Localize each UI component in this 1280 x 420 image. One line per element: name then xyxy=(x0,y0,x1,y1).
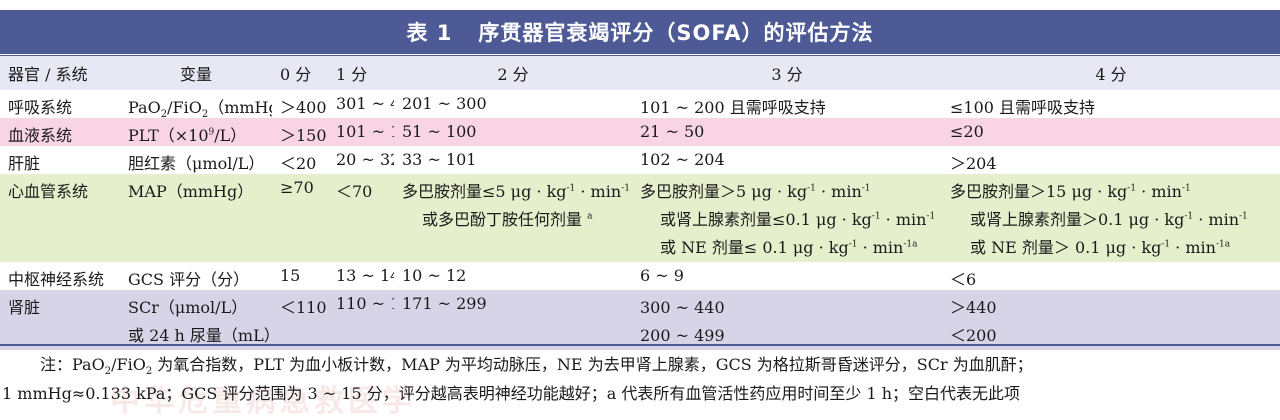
organ-cell: 呼吸系统 xyxy=(8,98,73,117)
organ-cell: 心血管系统 xyxy=(8,182,89,201)
footnote-line-1: 注：PaO2/FiO2 为氧合指数，PLT 为血小板计数，MAP 为平均动脉压，… xyxy=(40,355,1033,378)
score-0-cell: ≥70 xyxy=(280,178,314,197)
score-4-cell: 多巴胺剂量＞15 μg · kg-1 · min-1 或肾上腺素剂量＞0.1 μ… xyxy=(950,182,1248,257)
organ-cell: 血液系统 xyxy=(8,126,73,145)
header-score-0: 0 分 xyxy=(280,65,312,84)
score-2-cell: 多巴胺剂量≤5 μg · kg-1 · min-1 或多巴酚丁胺任何剂量 a xyxy=(402,182,630,229)
score-2-cell: 10 ~ 12 xyxy=(402,266,467,285)
footnote-line-2: 1 mmHg≈0.133 kPa；GCS 评分范围为 3 ~ 15 分，评分越高… xyxy=(2,384,1021,403)
header-row: 器官 / 系统 变量 0 分 1 分 2 分 3 分 4 分 xyxy=(0,56,1280,90)
score-1-cell: 101 ~ 150 xyxy=(336,122,394,141)
score-0-cell: 15 xyxy=(280,266,301,285)
score-3-cell: 多巴胺剂量＞5 μg · kg-1 · min-1 或肾上腺素剂量≤0.1 μg… xyxy=(640,182,936,257)
score-4-cell: ＜6 xyxy=(950,270,977,289)
score-1-cell: 110 ~ 170 xyxy=(336,294,394,313)
table-row-blood: 血液系统 PLT（×109/L） ＞150 101 ~ 150 51 ~ 100… xyxy=(0,118,1280,146)
top-rule xyxy=(0,55,1280,56)
header-variable: 变量 xyxy=(179,65,212,84)
score-0-cell: ＞400 xyxy=(280,98,327,117)
organ-cell: 肾脏 xyxy=(8,298,41,317)
organ-cell: 中枢神经系统 xyxy=(8,270,105,289)
header-score-3: 3 分 xyxy=(771,65,803,84)
score-3-cell: 102 ~ 204 xyxy=(640,150,725,169)
header-score-4: 4 分 xyxy=(1095,65,1127,84)
sofa-table: 器官 / 系统 变量 0 分 1 分 2 分 3 分 4 分 呼吸系统 PaO2… xyxy=(0,56,1280,350)
bottom-rule xyxy=(0,344,1280,346)
variable-cell: PLT（×109/L） xyxy=(128,126,247,145)
table-number: 表 1 xyxy=(406,21,453,45)
score-4-cell: ≤20 xyxy=(950,122,984,141)
table-row-cardiovascular: 心血管系统 MAP（mmHg） ≥70 ＜70 多巴胺剂量≤5 μg · kg-… xyxy=(0,174,1280,262)
table-row-renal: 肾脏 SCr（μmol/L） 或 24 h 尿量（mL） ＜110 110 ~ … xyxy=(0,290,1280,350)
table-row-respiratory: 呼吸系统 PaO2/FiO2（mmHg） ＞400 301 ~ 400 201 … xyxy=(0,90,1280,118)
table-footnote: 注：PaO2/FiO2 为氧合指数，PLT 为血小板计数，MAP 为平均动脉压，… xyxy=(0,350,1280,408)
header-organ: 器官 / 系统 xyxy=(8,65,88,84)
score-1-cell: ＜70 xyxy=(336,182,373,201)
score-1-cell: 20 ~ 32 xyxy=(336,150,394,169)
score-4-cell: ＞204 xyxy=(950,154,997,173)
score-2-cell: 201 ~ 300 xyxy=(402,94,487,113)
score-3-cell: 300 ~ 440 200 ~ 499 xyxy=(640,298,725,345)
score-4-cell: ≤100 且需呼吸支持 xyxy=(950,98,1096,117)
score-0-cell: ＜110 xyxy=(280,298,327,317)
variable-cell: 胆红素（μmol/L） xyxy=(128,154,265,173)
score-0-cell: ＜20 xyxy=(280,154,317,173)
header-score-1: 1 分 xyxy=(336,65,368,84)
variable-cell: MAP（mmHg） xyxy=(128,182,254,201)
score-1-cell: 301 ~ 400 xyxy=(336,94,394,113)
variable-cell: SCr（μmol/L） 或 24 h 尿量（mL） xyxy=(128,298,272,345)
score-2-cell: 33 ~ 101 xyxy=(402,150,477,169)
score-3-cell: 21 ~ 50 xyxy=(640,122,705,141)
score-2-cell: 171 ~ 299 xyxy=(402,294,487,313)
header-score-2: 2 分 xyxy=(497,65,529,84)
score-0-cell: ＞150 xyxy=(280,126,327,145)
variable-cell: GCS 评分（分） xyxy=(128,270,250,289)
table-title-bar: 表 1 序贯器官衰竭评分（SOFA）的评估方法 xyxy=(0,10,1280,54)
table-row-cns: 中枢神经系统 GCS 评分（分） 15 13 ~ 14 10 ~ 12 6 ~ … xyxy=(0,262,1280,290)
score-3-cell: 6 ~ 9 xyxy=(640,266,684,285)
score-4-cell: ＞440 ＜200 xyxy=(950,298,997,345)
score-3-cell: 101 ~ 200 且需呼吸支持 xyxy=(640,98,826,117)
table-title: 序贯器官衰竭评分（SOFA）的评估方法 xyxy=(478,21,874,45)
score-1-cell: 13 ~ 14 xyxy=(336,266,394,285)
score-2-cell: 51 ~ 100 xyxy=(402,122,477,141)
organ-cell: 肝脏 xyxy=(8,154,41,173)
variable-cell: PaO2/FiO2（mmHg） xyxy=(128,98,272,118)
table-row-liver: 肝脏 胆红素（μmol/L） ＜20 20 ~ 32 33 ~ 101 102 … xyxy=(0,146,1280,174)
